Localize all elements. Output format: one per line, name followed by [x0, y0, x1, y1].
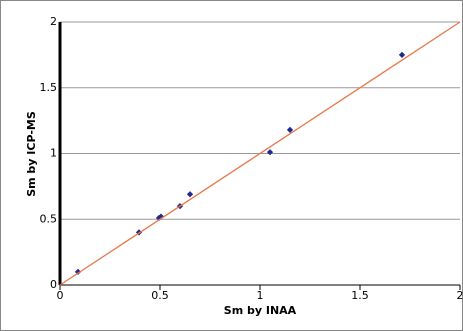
x-tick-label: 1.5	[351, 289, 369, 302]
x-tick-label: 2	[457, 289, 463, 302]
y-tick-label: 1.5	[40, 81, 58, 94]
y-tick-label: 0	[50, 278, 57, 291]
x-tick-label: 0	[57, 289, 64, 302]
x-tick-label: 1	[257, 289, 264, 302]
x-axis-label: Sm by INAA	[224, 304, 297, 317]
data-point	[186, 191, 194, 198]
fit-line	[59, 21, 461, 286]
y-tick-label: 2	[50, 15, 57, 28]
y-axis-label: Sm by ICP-MS	[25, 111, 38, 197]
y-tick-label: 1	[50, 147, 57, 160]
x-tick-label: 0.5	[151, 289, 169, 302]
y-tick-label: 0.5	[40, 212, 58, 225]
